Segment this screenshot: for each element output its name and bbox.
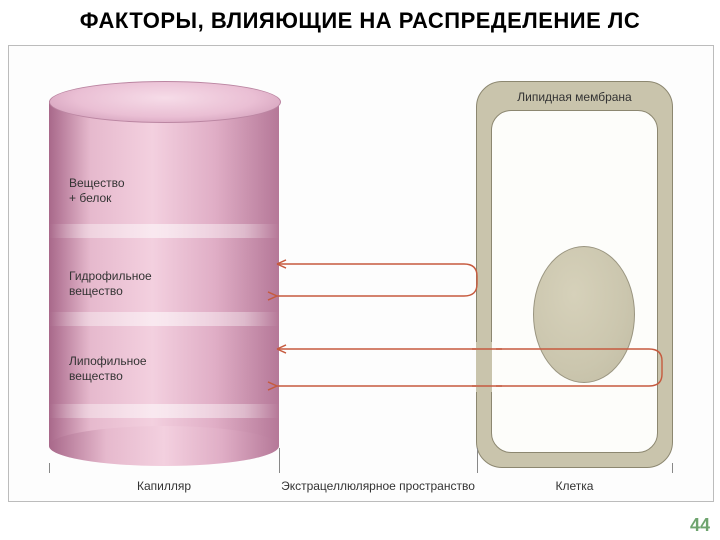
membrane-label: Липидная мембрана xyxy=(477,90,672,104)
page-number: 44 xyxy=(690,515,710,536)
page-title: ФАКТОРЫ, ВЛИЯЮЩИЕ НА РАСПРЕДЕЛЕНИЕ ЛС xyxy=(0,8,720,34)
column-tick xyxy=(477,448,478,473)
column-tick xyxy=(49,463,50,473)
column-label-extracellular: Экстрацеллюлярное пространство xyxy=(279,479,477,493)
column-labels-row: КапиллярЭкстрацеллюлярное пространствоКл… xyxy=(9,473,713,493)
label-lipophilic: Липофильное вещество xyxy=(69,354,147,384)
column-label-cell: Клетка xyxy=(477,479,672,493)
cell-membrane: Липидная мембрана xyxy=(476,81,673,468)
label-hydrophilic: Гидрофильное вещество xyxy=(69,269,152,299)
column-label-capillary: Капилляр xyxy=(49,479,279,493)
cylinder-bottom xyxy=(49,426,279,466)
cell-nucleus xyxy=(533,246,635,383)
column-tick xyxy=(672,463,673,473)
diagram-canvas: Липидная мембрана Вещество + белок Гидро… xyxy=(8,45,714,502)
column-tick xyxy=(279,448,280,473)
cylinder-top xyxy=(49,81,281,123)
cell-cytoplasm xyxy=(491,110,658,453)
label-substance-protein: Вещество + белок xyxy=(69,176,125,206)
arrow-hydro-out xyxy=(277,264,477,296)
